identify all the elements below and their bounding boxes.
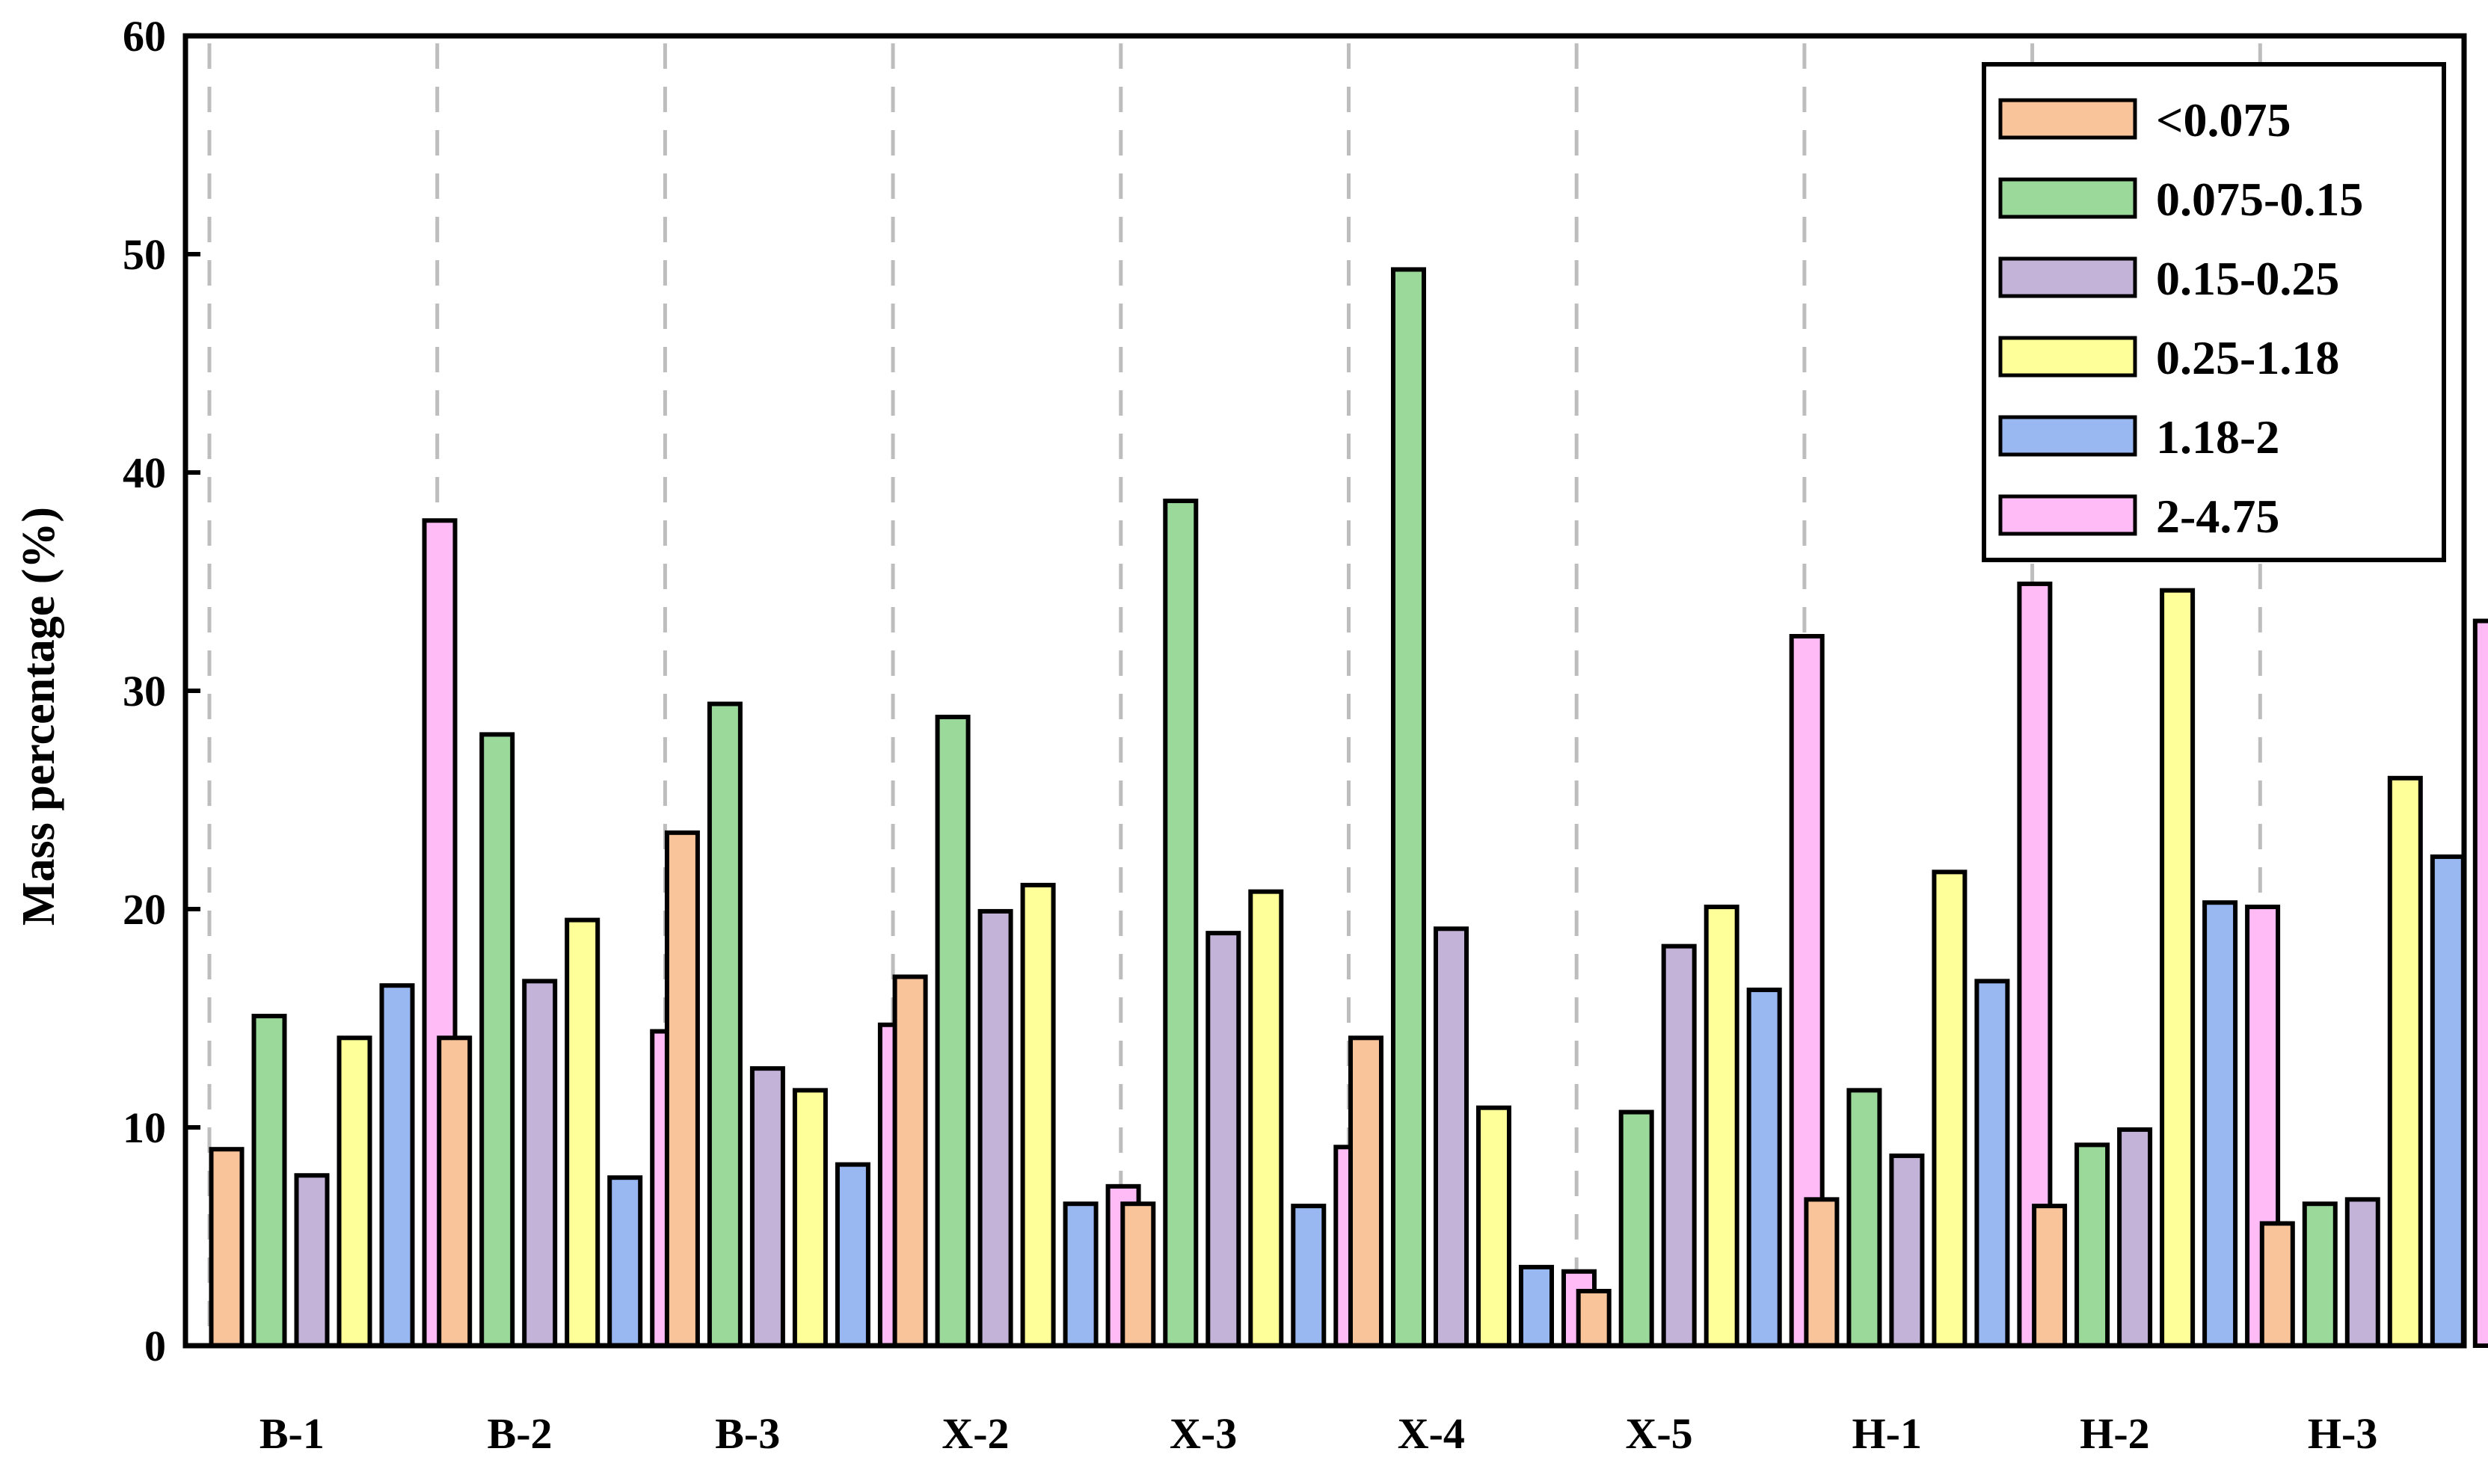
bar-H-3-2-4.75 <box>2472 618 2488 1348</box>
axes-layer: B-1 B-2 B-3 X-2 X-3 X-4 X-5 H-1 H-2 H-3 0 10 20 30 40 5… <box>123 12 2467 1458</box>
legend-label: 0.15-0.25 <box>2156 252 2339 305</box>
legend-label: <0.075 <box>2156 93 2291 147</box>
bar-H-2-0.075-0.15 <box>2074 1142 2110 1348</box>
legend-label: 1.18-2 <box>2156 410 2279 464</box>
x-tick-label: X-5 <box>1625 1409 1692 1458</box>
bar-B-2-0.15-0.25 <box>522 979 558 1348</box>
bar-H-3-0.25-1.18 <box>2387 775 2423 1349</box>
bar-H-1-1.18-2 <box>1974 979 2010 1348</box>
y-tick-label: 60 <box>123 12 166 61</box>
y-tick-label: 30 <box>123 667 166 715</box>
bar-B-1-0.15-0.25 <box>294 1173 330 1348</box>
x-tick-label: B-2 <box>488 1409 553 1458</box>
bar-H-3-<0.075 <box>2259 1221 2295 1348</box>
legend-swatch <box>1998 336 2137 378</box>
bar-H-1-0.15-0.25 <box>1889 1153 1925 1348</box>
bar-B-1-1.18-2 <box>379 983 415 1348</box>
bar-H-1-<0.075 <box>1804 1197 1840 1348</box>
legend-swatch <box>1998 256 2137 298</box>
legend: <0.075 0.075-0.15 0.15-0.25 0.25-1.18 1.18-2… <box>1982 62 2446 562</box>
x-tick-label: H-2 <box>2080 1409 2149 1458</box>
bar-H-2-0.15-0.25 <box>2117 1127 2153 1349</box>
bar-X-4-0.25-1.18 <box>1476 1105 1511 1348</box>
x-tick-label: X-3 <box>1170 1409 1237 1458</box>
bar-B-2-0.075-0.15 <box>479 732 515 1348</box>
bar-H-1-0.075-0.15 <box>1846 1088 1882 1348</box>
bar-X-2-<0.075 <box>892 974 928 1349</box>
bar-X-5-1.18-2 <box>1746 988 1782 1349</box>
bar-H-3-0.15-0.25 <box>2344 1197 2380 1348</box>
legend-box <box>1982 62 2446 562</box>
bar-X-5-<0.075 <box>1576 1289 1612 1348</box>
bar-X-5-0.25-1.18 <box>1704 905 1739 1348</box>
bar-B-2-1.18-2 <box>607 1175 643 1349</box>
bar-X-2-0.075-0.15 <box>935 715 971 1348</box>
bar-X-4-1.18-2 <box>1519 1264 1554 1349</box>
bar-B-1-0.25-1.18 <box>337 1035 372 1349</box>
x-tick-label: X-2 <box>942 1409 1009 1458</box>
bar-B-3-0.15-0.25 <box>749 1066 785 1349</box>
y-tick-label: 50 <box>123 230 166 279</box>
bar-X-2-0.25-1.18 <box>1020 882 1056 1348</box>
y-tick-label: 0 <box>144 1322 166 1370</box>
bar-X-3-<0.075 <box>1120 1201 1156 1348</box>
bar-X-4-<0.075 <box>1348 1035 1383 1349</box>
bars-layer <box>209 267 2488 1349</box>
y-axis-title: Mass percentage (%) <box>13 507 64 926</box>
x-tick-label: X-4 <box>1398 1409 1465 1458</box>
bar-X-3-1.18-2 <box>1291 1204 1327 1348</box>
bar-H-3-1.18-2 <box>2430 854 2466 1349</box>
bar-X-3-0.075-0.15 <box>1163 498 1199 1349</box>
bar-X-3-0.25-1.18 <box>1248 889 1284 1348</box>
x-tick-label: B-1 <box>259 1409 325 1458</box>
bar-X-2-1.18-2 <box>1063 1201 1099 1348</box>
bar-X-5-0.15-0.25 <box>1661 943 1697 1348</box>
bar-B-2-0.25-1.18 <box>565 917 601 1348</box>
y-tick-label: 40 <box>123 449 166 497</box>
bar-B-2-<0.075 <box>437 1035 473 1349</box>
legend-swatch <box>1998 98 2137 140</box>
legend-label: 0.25-1.18 <box>2156 331 2339 384</box>
legend-swatch <box>1998 494 2137 536</box>
x-tick-label: H-1 <box>1852 1409 1922 1458</box>
x-tick-label: B-3 <box>715 1409 780 1458</box>
bar-B-3-<0.075 <box>664 830 700 1349</box>
y-tick-label: 10 <box>123 1103 166 1152</box>
bar-X-2-0.15-0.25 <box>977 908 1013 1349</box>
bar-X-5-0.075-0.15 <box>1618 1109 1654 1349</box>
bar-H-3-0.075-0.15 <box>2302 1201 2338 1348</box>
legend-label: 2-4.75 <box>2156 490 2279 543</box>
bar-B-3-1.18-2 <box>835 1162 870 1349</box>
bar-H-2-1.18-2 <box>2202 900 2238 1348</box>
bar-B-3-0.25-1.18 <box>792 1088 828 1348</box>
bar-H-1-0.25-1.18 <box>1932 869 1968 1348</box>
y-tick-label: 20 <box>123 885 166 934</box>
legend-swatch <box>1998 177 2137 219</box>
bar-B-1-<0.075 <box>209 1147 245 1348</box>
bar-X-4-0.15-0.25 <box>1434 926 1469 1348</box>
bar-H-2-<0.075 <box>2032 1204 2068 1348</box>
bar-H-2-0.25-1.18 <box>2160 588 2196 1348</box>
x-tick-label: H-3 <box>2308 1409 2377 1458</box>
legend-label: 0.075-0.15 <box>2156 173 2363 226</box>
bar-X-4-0.075-0.15 <box>1391 267 1426 1349</box>
bar-B-3-0.075-0.15 <box>707 701 743 1348</box>
legend-swatch <box>1998 415 2137 457</box>
bar-X-3-0.15-0.25 <box>1205 931 1241 1348</box>
bar-B-1-0.075-0.15 <box>251 1014 287 1348</box>
